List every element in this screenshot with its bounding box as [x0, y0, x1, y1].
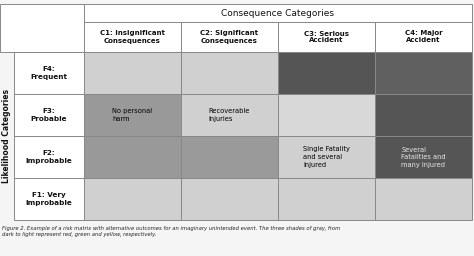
Bar — [375, 94, 472, 136]
Text: Several
Fatalities and
many Injured: Several Fatalities and many Injured — [401, 146, 446, 167]
Text: F2:
Improbable: F2: Improbable — [26, 150, 73, 164]
Text: Recoverable
Injuries: Recoverable Injuries — [209, 108, 250, 122]
Text: Likelihood Categories: Likelihood Categories — [2, 89, 11, 183]
Bar — [375, 52, 472, 94]
Bar — [84, 136, 181, 178]
Bar — [84, 4, 472, 22]
Text: Figure 2. Example of a risk matrix with alternative outcomes for an imaginary un: Figure 2. Example of a risk matrix with … — [2, 226, 340, 237]
Bar — [375, 178, 472, 220]
Bar — [181, 136, 278, 178]
Bar — [278, 136, 375, 178]
Bar — [84, 94, 181, 136]
Text: Consequence Categories: Consequence Categories — [221, 8, 335, 17]
Bar — [14, 178, 84, 220]
Text: F1: Very
Improbable: F1: Very Improbable — [26, 192, 73, 206]
Bar — [14, 94, 84, 136]
Bar — [375, 136, 472, 178]
Bar — [84, 52, 181, 94]
Bar — [84, 178, 181, 220]
Text: C2: Significant
Consequences: C2: Significant Consequences — [201, 30, 258, 44]
Bar — [14, 136, 84, 178]
Bar — [278, 52, 375, 94]
Text: F3:
Probable: F3: Probable — [31, 108, 67, 122]
Bar — [181, 22, 278, 52]
Bar — [181, 178, 278, 220]
Text: C4: Major
Accident: C4: Major Accident — [405, 30, 442, 44]
Bar — [278, 94, 375, 136]
Text: C1: Insignificant
Consequences: C1: Insignificant Consequences — [100, 30, 165, 44]
Bar — [14, 52, 84, 94]
Text: C3: Serious
Accident: C3: Serious Accident — [304, 30, 349, 44]
Bar — [181, 52, 278, 94]
Bar — [0, 4, 84, 52]
Text: Single Fatality
and several
Injured: Single Fatality and several Injured — [303, 146, 350, 167]
Bar — [278, 178, 375, 220]
Text: F4:
Frequent: F4: Frequent — [30, 66, 67, 80]
Bar — [278, 22, 375, 52]
Text: No personal
harm: No personal harm — [112, 108, 153, 122]
Bar — [0, 0, 474, 220]
Bar — [181, 94, 278, 136]
Bar — [84, 22, 181, 52]
Bar — [375, 22, 472, 52]
